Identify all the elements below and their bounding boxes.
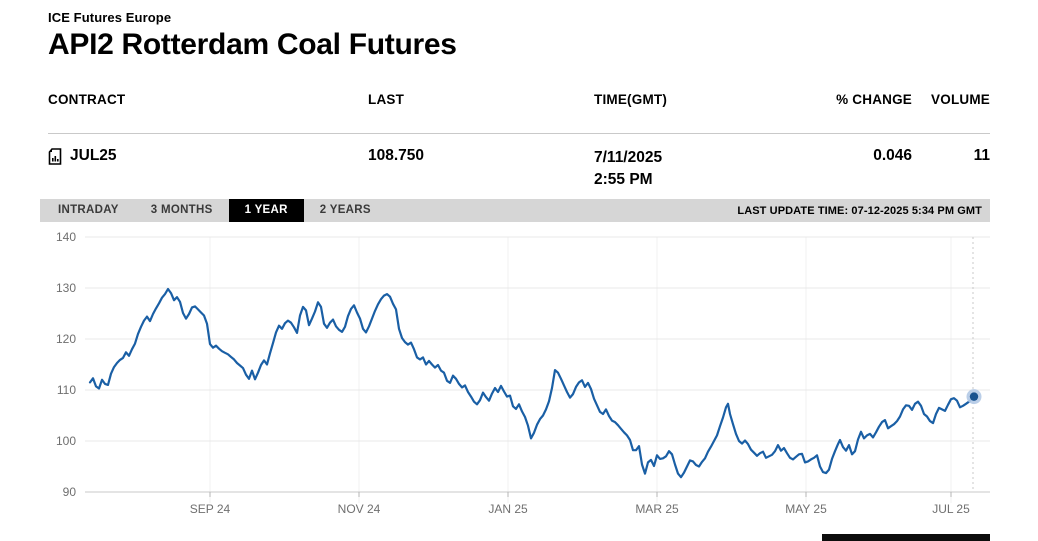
svg-text:JUL 25: JUL 25 — [932, 502, 970, 516]
tab-3-months[interactable]: 3 MONTHS — [135, 199, 229, 222]
table-header-row: CONTRACT LAST TIME(GMT) % CHANGE VOLUME — [48, 92, 990, 134]
col-last: LAST — [368, 92, 405, 107]
svg-text:NOV 24: NOV 24 — [338, 502, 381, 516]
last-price: 108.750 — [368, 147, 425, 164]
svg-text:MAR 25: MAR 25 — [635, 502, 679, 516]
svg-text:130: 130 — [56, 281, 76, 295]
chart-tooltip: FRIDAY JUL 11, 2025 PRICE: 108.700 — [822, 534, 990, 541]
exchange-name: ICE Futures Europe — [48, 10, 172, 25]
price-chart[interactable]: 140 130 120 110 100 90 SEP 24 NOV 24 JAN 25 MAR 2… — [0, 226, 1038, 541]
page-title: API2 Rotterdam Coal Futures — [48, 28, 457, 61]
tab-2-years[interactable]: 2 YEARS — [304, 199, 387, 222]
quote-table: CONTRACT LAST TIME(GMT) % CHANGE VOLUME … — [48, 92, 990, 191]
col-time: TIME(GMT) — [594, 92, 668, 107]
price-chart-svg[interactable]: 140 130 120 110 100 90 SEP 24 NOV 24 JAN 25 MAR 2… — [0, 226, 1038, 532]
volume-value: 11 — [973, 147, 990, 164]
table-row[interactable]: JUL25 108.750 7/11/2025 2:55 PM 0.046 11 — [48, 134, 990, 191]
contract-cell: JUL25 — [48, 147, 368, 165]
quote-date: 7/11/2025 — [594, 149, 663, 166]
time-cell: 7/11/2025 2:55 PM — [594, 147, 790, 191]
svg-text:JAN 25: JAN 25 — [488, 502, 528, 516]
col-pct-change: % CHANGE — [836, 92, 912, 107]
svg-text:140: 140 — [56, 230, 76, 244]
svg-text:110: 110 — [57, 383, 76, 397]
quote-time: 2:55 PM — [594, 171, 653, 188]
last-update-time: LAST UPDATE TIME: 07-12-2025 5:34 PM GMT — [737, 204, 982, 217]
svg-text:SEP 24: SEP 24 — [190, 502, 231, 516]
tab-intraday[interactable]: INTRADAY — [42, 199, 135, 222]
svg-text:MAY 25: MAY 25 — [785, 502, 827, 516]
svg-text:90: 90 — [63, 485, 77, 499]
page-header: ICE Futures Europe API2 Rotterdam Coal F… — [48, 10, 457, 62]
last-price-marker — [969, 392, 979, 401]
tab-1-year[interactable]: 1 YEAR — [228, 199, 304, 222]
pct-change-value: 0.046 — [873, 147, 912, 164]
range-toolbar: INTRADAY 3 MONTHS 1 YEAR 2 YEARS LAST UPDAT… — [40, 199, 990, 222]
col-volume: VOLUME — [931, 92, 990, 107]
svg-text:120: 120 — [56, 332, 76, 346]
col-contract: CONTRACT — [48, 92, 126, 107]
svg-text:100: 100 — [56, 434, 76, 448]
range-tabs: INTRADAY 3 MONTHS 1 YEAR 2 YEARS — [40, 199, 387, 222]
contract-document-chart-icon — [48, 147, 62, 165]
contract-name: JUL25 — [70, 147, 117, 164]
